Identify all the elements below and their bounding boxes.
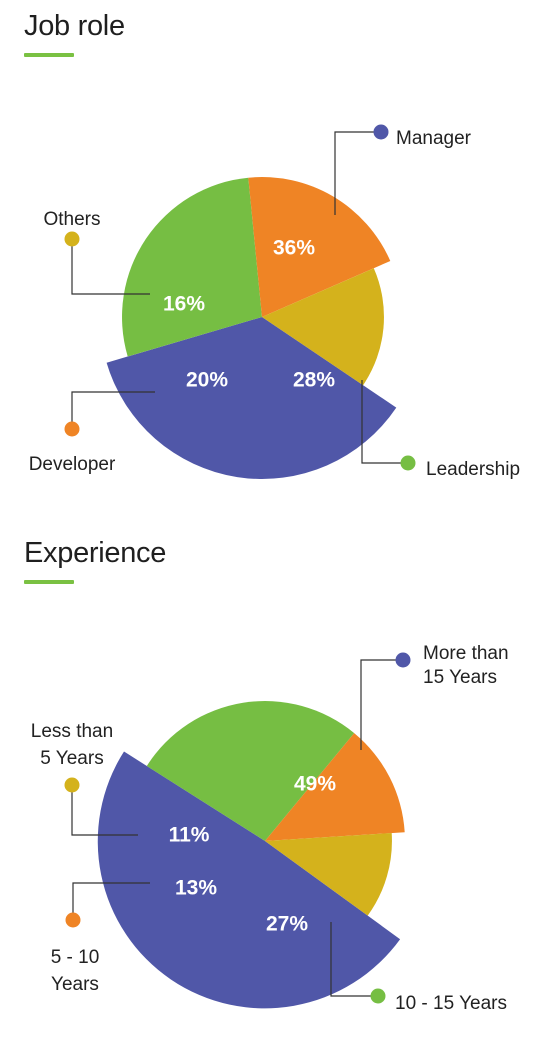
legend-dot [370,988,386,1004]
legend-label-more-than-15-years: More than [423,643,509,664]
leader-line [334,131,381,215]
slice-value-label: 11% [169,824,210,847]
chart-title-experience: Experience [24,537,167,569]
legend-label-10-15-years: 10 - 15 Years [395,993,507,1014]
pie-slice-leadership [122,177,262,357]
leader-line [72,882,150,920]
slice-value-label: 13% [175,877,217,900]
legend-dot [400,455,416,471]
legend-dot [64,777,80,793]
chart-title-job-role: Job role [24,10,125,42]
legend-label-others: Others [43,209,100,230]
leader-line [330,922,378,997]
pie-slice-developer [248,177,391,317]
job-role-pie-chart: 36% 28% 20% 16% Manager Leadership Developer Ot… [29,124,520,480]
pie-slice-10-15-years [146,701,355,841]
leader-line [360,659,403,750]
legend-dot [373,124,389,140]
pie-slice-5-10-years [265,733,405,841]
legend-dot [65,912,81,928]
leader-line [71,391,155,429]
legend-dot [64,421,80,437]
pie-slice-more-than-15-years [97,751,401,1009]
legend-label-5-10-years: Years [51,974,99,995]
slice-value-label: 28% [293,369,335,392]
title-underline [24,580,74,584]
legend-dot [64,231,80,247]
legend-label-less-than-5-years: Less than [31,721,113,742]
legend-label-manager: Manager [396,128,472,149]
slice-value-label: 49% [294,773,336,796]
title-underline [24,53,74,57]
legend-label-less-than-5-years: 5 Years [40,748,103,769]
slice-value-label: 16% [163,293,205,316]
slice-value-label: 20% [186,369,228,392]
pie-slice-others [262,268,384,386]
legend-label-leadership: Leadership [426,459,520,480]
leader-line [361,380,408,464]
slice-value-label: 36% [273,237,315,260]
legend-dot [395,652,411,668]
slice-value-label: 27% [266,913,308,936]
pie-slice-less-than-5-years [265,833,392,916]
leader-line [71,239,150,295]
pie-slice-manager [106,317,397,479]
legend-label-developer: Developer [29,454,116,475]
legend-label-more-than-15-years: 15 Years [423,667,497,688]
legend-label-5-10-years: 5 - 10 [51,947,100,968]
leader-line [71,785,138,836]
